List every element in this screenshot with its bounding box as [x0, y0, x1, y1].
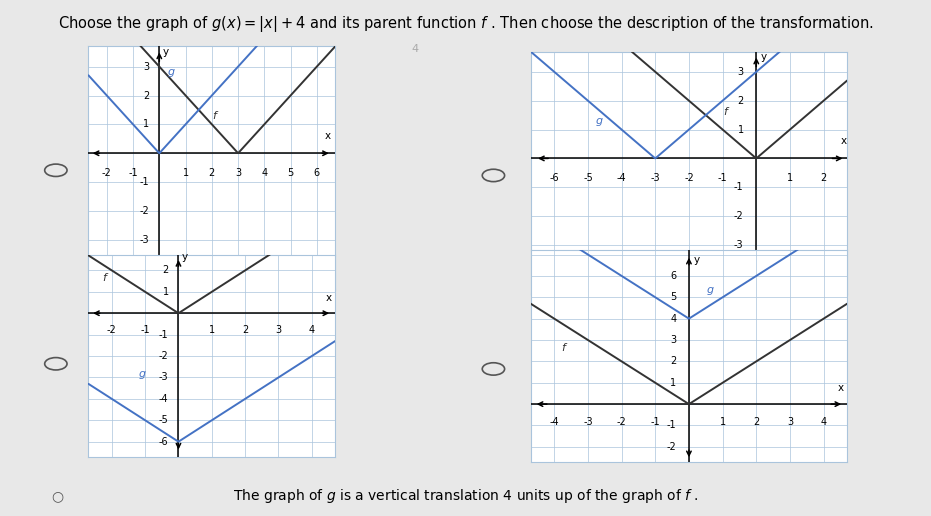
Text: 1: 1	[737, 124, 744, 135]
Text: 2: 2	[209, 168, 215, 178]
Text: 1: 1	[720, 417, 725, 427]
Text: -2: -2	[140, 206, 150, 216]
Text: 1: 1	[787, 173, 793, 183]
Text: x: x	[325, 131, 331, 141]
Text: 4: 4	[820, 417, 827, 427]
Text: $g$: $g$	[139, 369, 147, 381]
Text: 3: 3	[787, 417, 793, 427]
Text: ○: ○	[51, 489, 64, 504]
Text: 2: 2	[242, 325, 249, 335]
Text: -1: -1	[128, 168, 138, 178]
Text: $g$: $g$	[595, 116, 603, 128]
Text: 1: 1	[209, 325, 215, 335]
Text: The graph of $g$ is a vertical translation 4 units up of the graph of $f$ .: The graph of $g$ is a vertical translati…	[233, 488, 698, 505]
Text: x: x	[841, 136, 846, 146]
Text: $f$: $f$	[561, 341, 568, 353]
Text: $g$: $g$	[168, 67, 176, 79]
Text: -3: -3	[140, 235, 150, 245]
Text: 2: 2	[162, 265, 169, 276]
Text: x: x	[326, 293, 332, 303]
Text: -3: -3	[734, 240, 744, 250]
Text: -1: -1	[667, 421, 676, 430]
Text: 2: 2	[670, 357, 676, 366]
Text: 3: 3	[276, 325, 281, 335]
Text: $f$: $f$	[722, 105, 730, 117]
Text: -1: -1	[140, 177, 150, 187]
Text: -4: -4	[159, 394, 169, 404]
Text: Choose the graph of $g(x) = |x| + 4$ and its parent function $f$ . Then choose t: Choose the graph of $g(x) = |x| + 4$ and…	[58, 14, 873, 35]
Text: -1: -1	[159, 330, 169, 340]
Text: 5: 5	[670, 292, 676, 302]
Text: 4: 4	[262, 168, 267, 178]
Text: -2: -2	[101, 168, 112, 178]
Text: 3: 3	[235, 168, 241, 178]
Text: -2: -2	[159, 351, 169, 361]
Text: -6: -6	[159, 437, 169, 447]
Text: 2: 2	[820, 173, 827, 183]
Text: y: y	[694, 254, 700, 265]
Text: -4: -4	[140, 264, 150, 274]
Text: -5: -5	[159, 415, 169, 425]
Text: y: y	[162, 47, 169, 57]
Text: y: y	[182, 252, 188, 262]
Text: -4: -4	[734, 269, 744, 279]
Text: 2: 2	[753, 417, 760, 427]
Text: -6: -6	[549, 173, 559, 183]
Text: 4: 4	[412, 43, 419, 54]
Text: 5: 5	[288, 168, 293, 178]
Text: 3: 3	[670, 335, 676, 345]
Text: $f$: $f$	[101, 271, 109, 283]
Text: y: y	[762, 52, 767, 62]
Text: -4: -4	[616, 173, 627, 183]
Text: -2: -2	[684, 173, 694, 183]
Text: -2: -2	[667, 442, 676, 452]
Text: 3: 3	[737, 67, 744, 77]
Text: -1: -1	[141, 325, 150, 335]
Text: 2: 2	[737, 95, 744, 106]
Text: 4: 4	[309, 325, 315, 335]
Text: -2: -2	[734, 211, 744, 221]
Text: 6: 6	[670, 271, 676, 281]
Text: -2: -2	[107, 325, 116, 335]
Text: 1: 1	[143, 119, 150, 130]
Text: 2: 2	[143, 90, 150, 101]
Text: -2: -2	[616, 417, 627, 427]
Text: 6: 6	[314, 168, 320, 178]
Text: 1: 1	[182, 168, 189, 178]
Text: -3: -3	[651, 173, 660, 183]
Text: 3: 3	[143, 61, 150, 72]
Text: 4: 4	[670, 314, 676, 324]
Text: -1: -1	[718, 173, 727, 183]
Text: -3: -3	[583, 417, 593, 427]
Text: -1: -1	[734, 182, 744, 192]
Text: -4: -4	[549, 417, 559, 427]
Text: 1: 1	[670, 378, 676, 388]
Text: $g$: $g$	[706, 285, 714, 297]
Text: -5: -5	[583, 173, 593, 183]
Text: $f$: $f$	[211, 109, 219, 121]
Text: 1: 1	[163, 287, 169, 297]
Text: x: x	[838, 383, 843, 393]
Text: -1: -1	[651, 417, 660, 427]
Text: -3: -3	[159, 373, 169, 382]
